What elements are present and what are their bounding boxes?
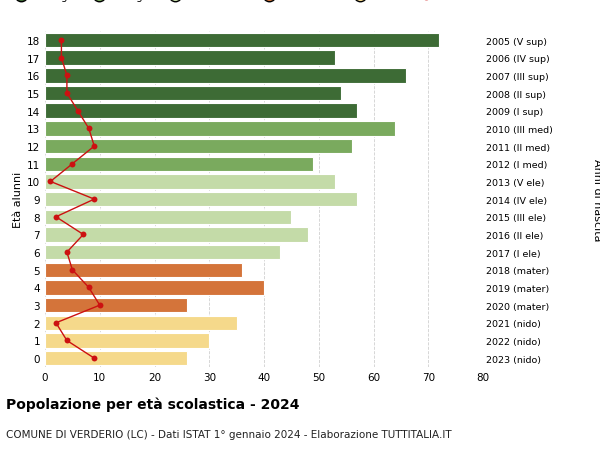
Point (56, 37, 66, 45)
Point (84, 125, 94, 133)
Point (73, 108, 83, 115)
Text: COMUNE DI VERDERIO (LC) - Dati ISTAT 1° gennaio 2024 - Elaborazione TUTTITALIA.I: COMUNE DI VERDERIO (LC) - Dati ISTAT 1° … (6, 429, 452, 439)
Point (68, 267, 77, 274)
Point (62, 249, 72, 256)
Point (89, 196, 99, 203)
Bar (45, 192, 357, 207)
Bar (45, 87, 341, 101)
Point (62, 73, 72, 80)
Bar (45, 51, 335, 66)
Bar (45, 175, 335, 189)
Point (95, 302, 104, 309)
Bar (45, 298, 187, 313)
Bar (45, 140, 352, 154)
Point (62, 90, 72, 97)
Bar (45, 228, 308, 242)
Point (84, 284, 94, 291)
Bar (45, 334, 209, 348)
Bar (45, 210, 292, 224)
Point (79, 231, 88, 239)
Bar (45, 316, 236, 330)
Point (68, 161, 77, 168)
Point (62, 337, 72, 344)
Bar (45, 246, 280, 260)
Legend: Sec. II grado, Sec. I grado, Scuola Primaria, Scuola Infanzia, Asilo Nido, Stran: Sec. II grado, Sec. I grado, Scuola Prim… (17, 0, 476, 2)
Text: Anni di nascita: Anni di nascita (592, 158, 600, 241)
Point (51, 319, 61, 327)
Point (51, 213, 61, 221)
Bar (45, 34, 439, 48)
Y-axis label: Età alunni: Età alunni (13, 172, 23, 228)
Text: Popolazione per età scolastica - 2024: Popolazione per età scolastica - 2024 (6, 397, 299, 412)
Bar (45, 104, 357, 119)
Bar (45, 157, 313, 172)
Bar (45, 69, 406, 84)
Point (46, 179, 55, 186)
Point (56, 55, 66, 62)
Bar (45, 280, 264, 295)
Bar (45, 351, 187, 366)
Bar (45, 122, 395, 136)
Point (89, 143, 99, 151)
Point (89, 355, 99, 362)
Bar (45, 263, 242, 277)
